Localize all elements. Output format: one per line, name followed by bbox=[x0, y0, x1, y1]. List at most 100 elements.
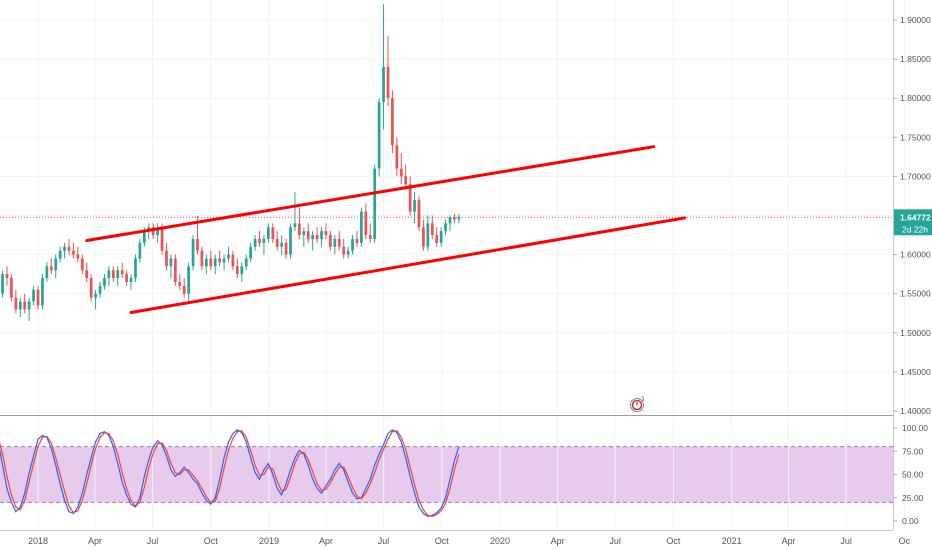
time-tick-label: 2018 bbox=[28, 536, 48, 546]
candle bbox=[262, 235, 266, 255]
candle bbox=[346, 246, 350, 259]
candle bbox=[94, 289, 97, 310]
candle bbox=[169, 254, 173, 279]
candle bbox=[111, 266, 115, 282]
time-tick-label: Apr bbox=[782, 536, 796, 546]
price-tick-label: 1.75000 bbox=[900, 132, 931, 142]
time-tick-label: Jul bbox=[840, 536, 852, 546]
candle bbox=[129, 274, 133, 290]
time-tick-label: Apr bbox=[88, 536, 102, 546]
time-tick-label: Oct bbox=[435, 536, 450, 546]
stochastic-tick-label: 25.00 bbox=[902, 493, 924, 503]
lower-trend-line[interactable] bbox=[129, 216, 687, 314]
candle bbox=[191, 235, 195, 271]
candle bbox=[408, 176, 412, 216]
candle bbox=[134, 254, 137, 282]
candle bbox=[266, 223, 270, 243]
candle bbox=[395, 137, 399, 177]
candle bbox=[200, 246, 204, 271]
candle bbox=[284, 238, 288, 259]
candle bbox=[10, 274, 13, 302]
candle bbox=[364, 203, 368, 239]
time-tick-label: Jul bbox=[147, 536, 159, 546]
stochastic-pane[interactable] bbox=[0, 417, 905, 530]
time-tick-label: Jul bbox=[609, 536, 621, 546]
countdown-label: 2d 22h bbox=[902, 224, 928, 234]
last-price-label: 1.64772 bbox=[900, 212, 931, 222]
price-tick-label: 1.85000 bbox=[900, 54, 931, 64]
candle bbox=[54, 254, 58, 279]
candle bbox=[98, 281, 102, 298]
time-axis[interactable]: 2018 Apr Jul Oct 2019 Apr Jul Oct 2020 Apr Jul Oct 2… bbox=[0, 530, 911, 547]
price-tick-label: 1.80000 bbox=[900, 93, 931, 103]
candle bbox=[448, 215, 452, 232]
candle bbox=[213, 254, 217, 275]
candle bbox=[23, 293, 27, 314]
candle bbox=[209, 250, 213, 271]
candle bbox=[107, 266, 111, 286]
candle bbox=[289, 223, 292, 259]
candle bbox=[453, 213, 456, 224]
time-tick-label: 2021 bbox=[722, 536, 742, 546]
candle bbox=[311, 231, 315, 251]
price-tick-label: 1.50000 bbox=[900, 328, 931, 338]
candle bbox=[382, 4, 385, 130]
price-tick-label: 1.45000 bbox=[900, 367, 931, 377]
candle bbox=[253, 235, 257, 251]
candle bbox=[89, 274, 93, 302]
candle bbox=[302, 227, 306, 247]
candle bbox=[422, 219, 425, 251]
candle bbox=[67, 238, 71, 255]
candle bbox=[72, 242, 75, 259]
candle bbox=[156, 223, 159, 243]
stochastic-tick-label: 0.00 bbox=[902, 516, 919, 526]
candles bbox=[1, 4, 461, 322]
candle bbox=[377, 98, 381, 177]
candle bbox=[138, 238, 142, 263]
candle bbox=[457, 213, 461, 224]
candle bbox=[355, 231, 359, 247]
candle bbox=[151, 223, 155, 239]
candle bbox=[125, 270, 128, 286]
candle bbox=[342, 238, 346, 259]
stochastic-lines bbox=[0, 429, 460, 517]
svg-text:3: 3 bbox=[641, 397, 645, 403]
upper-trend-line[interactable] bbox=[85, 145, 656, 243]
candle bbox=[235, 258, 239, 279]
price-tick-label: 1.55000 bbox=[900, 289, 931, 299]
candle bbox=[36, 285, 40, 310]
price-pane-background bbox=[0, 0, 893, 415]
time-tick-label: Oc bbox=[899, 536, 911, 546]
time-tick-label: Oct bbox=[666, 536, 681, 546]
candle bbox=[320, 227, 323, 247]
candle bbox=[386, 35, 390, 107]
candle bbox=[18, 297, 22, 318]
candle bbox=[275, 231, 279, 251]
candle bbox=[231, 250, 235, 271]
candle bbox=[165, 242, 168, 271]
candle bbox=[178, 274, 182, 290]
price-tick-label: 1.60000 bbox=[900, 250, 931, 260]
stochastic-tick-label: 100.00 bbox=[902, 423, 928, 433]
price-tick-label: 1.90000 bbox=[900, 15, 931, 25]
candle bbox=[76, 246, 80, 263]
candle bbox=[258, 231, 261, 247]
candle bbox=[227, 246, 230, 263]
time-tick-label: Jul bbox=[378, 536, 390, 546]
candle bbox=[439, 227, 443, 247]
price-axis[interactable]: 1.900001.850001.800001.750001.700001.650… bbox=[893, 0, 932, 530]
candle bbox=[182, 278, 186, 298]
candle bbox=[240, 262, 244, 282]
time-tick-label: Apr bbox=[319, 536, 333, 546]
candle bbox=[173, 254, 177, 286]
price-pane[interactable]: 3 bbox=[0, 0, 905, 415]
alert-clock-icon[interactable]: 3 bbox=[630, 397, 646, 412]
trend-lines[interactable] bbox=[85, 145, 687, 314]
candle bbox=[120, 262, 124, 279]
candle bbox=[426, 215, 430, 251]
candle bbox=[417, 195, 421, 232]
stochastic-k-line bbox=[0, 429, 460, 517]
last-price-badge bbox=[894, 209, 932, 236]
candle bbox=[116, 266, 120, 286]
